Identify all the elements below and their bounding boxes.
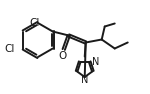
Text: Cl: Cl <box>4 44 14 53</box>
Text: O: O <box>59 52 67 61</box>
Text: N: N <box>92 57 99 67</box>
Text: N: N <box>81 75 88 85</box>
Text: Cl: Cl <box>30 18 40 28</box>
